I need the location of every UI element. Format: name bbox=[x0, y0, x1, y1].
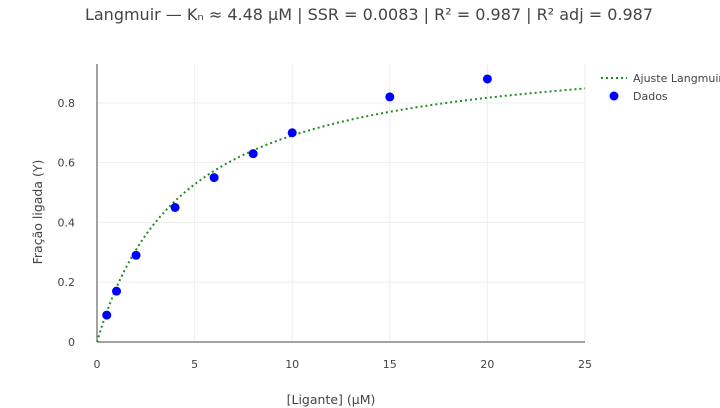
legend-data-marker bbox=[609, 91, 619, 101]
x-tick-label: 5 bbox=[191, 358, 198, 371]
x-axis-title: [Ligante] (μM) bbox=[287, 392, 376, 407]
data-point bbox=[102, 310, 112, 320]
data-point bbox=[482, 74, 492, 84]
legend-fit-label: Ajuste Langmuir bbox=[633, 72, 720, 85]
y-tick-label: 0.2 bbox=[58, 276, 76, 289]
x-tick-label: 15 bbox=[383, 358, 397, 371]
y-tick-label: 0.4 bbox=[58, 216, 76, 229]
data-point bbox=[131, 250, 141, 260]
x-tick-label: 20 bbox=[480, 358, 494, 371]
y-axis-title: Fração ligada (Y) bbox=[30, 160, 45, 265]
data-point bbox=[248, 149, 258, 159]
plot-series bbox=[96, 74, 586, 343]
fit-curve bbox=[96, 87, 586, 343]
data-point bbox=[209, 173, 219, 183]
tick-labels: 0 5 10 15 20 25 0 0.2 0.4 0.6 0.8 bbox=[58, 97, 593, 371]
grid-lines bbox=[97, 64, 586, 342]
x-tick-label: 0 bbox=[94, 358, 101, 371]
data-point bbox=[287, 128, 297, 138]
y-tick-label: 0.6 bbox=[58, 157, 76, 170]
y-tick-label: 0.8 bbox=[58, 97, 76, 110]
y-tick-label: 0 bbox=[68, 336, 75, 349]
legend: Ajuste Langmuir Dados bbox=[601, 72, 720, 103]
legend-data-label: Dados bbox=[633, 90, 668, 103]
data-point bbox=[385, 92, 395, 102]
x-tick-label: 25 bbox=[578, 358, 592, 371]
axes bbox=[96, 64, 585, 343]
data-point bbox=[170, 202, 180, 212]
data-point bbox=[112, 286, 122, 296]
x-tick-label: 10 bbox=[285, 358, 299, 371]
chart-title: Langmuir — Kₙ ≈ 4.48 μM | SSR = 0.0083 |… bbox=[85, 5, 653, 24]
